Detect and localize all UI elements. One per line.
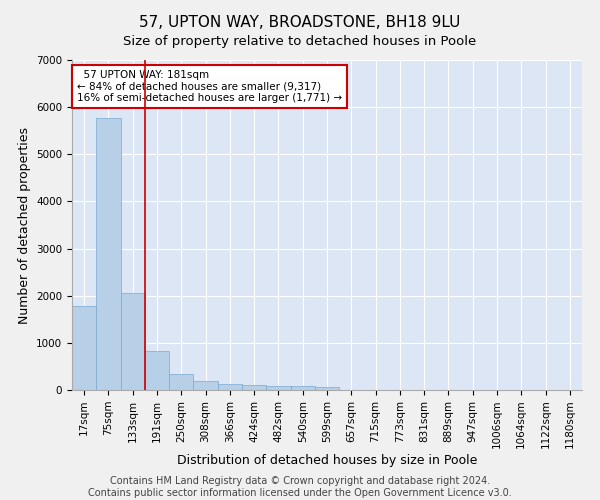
Bar bbox=[290, 386, 315, 390]
Text: 57 UPTON WAY: 181sqm  
← 84% of detached houses are smaller (9,317)
16% of semi-: 57 UPTON WAY: 181sqm ← 84% of detached h… bbox=[77, 70, 342, 103]
Bar bbox=[96, 118, 121, 390]
Y-axis label: Number of detached properties: Number of detached properties bbox=[17, 126, 31, 324]
Text: Contains HM Land Registry data © Crown copyright and database right 2024.
Contai: Contains HM Land Registry data © Crown c… bbox=[88, 476, 512, 498]
Bar bbox=[121, 293, 145, 390]
X-axis label: Distribution of detached houses by size in Poole: Distribution of detached houses by size … bbox=[177, 454, 477, 467]
Text: 57, UPTON WAY, BROADSTONE, BH18 9LU: 57, UPTON WAY, BROADSTONE, BH18 9LU bbox=[139, 15, 461, 30]
Bar bbox=[72, 306, 96, 390]
Bar bbox=[242, 385, 266, 390]
Bar bbox=[218, 384, 242, 390]
Bar bbox=[169, 374, 193, 390]
Bar bbox=[266, 386, 290, 390]
Bar bbox=[145, 352, 169, 390]
Bar bbox=[315, 386, 339, 390]
Bar bbox=[193, 381, 218, 390]
Text: Size of property relative to detached houses in Poole: Size of property relative to detached ho… bbox=[124, 35, 476, 48]
